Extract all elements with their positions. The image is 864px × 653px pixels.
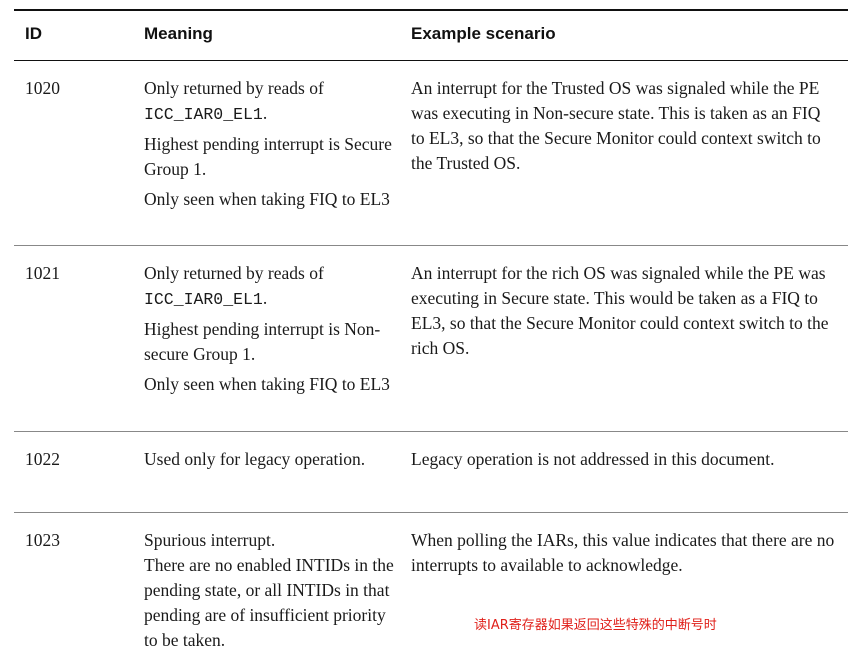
row-id: 1020 [25, 78, 60, 98]
table-header: ID Meaning Example scenario [14, 11, 848, 59]
header-meaning: Meaning [144, 24, 213, 43]
row-divider [14, 512, 848, 513]
row-id: 1023 [25, 530, 60, 550]
header-example: Example scenario [411, 24, 556, 43]
meaning-line: Only seen when taking FIQ to EL3 [144, 189, 390, 209]
row-example: An interrupt for the rich OS was signale… [411, 263, 829, 358]
meaning-line: There are no enabled INTIDs in the pendi… [144, 555, 394, 650]
header-rule [14, 60, 848, 61]
row-meaning: Only returned by reads of ICC_IAR0_EL1. H… [144, 261, 394, 402]
row-id: 1022 [25, 449, 60, 469]
meaning-line: Spurious interrupt. [144, 530, 276, 550]
row-meaning: Spurious interrupt. There are no enabled… [144, 528, 394, 653]
row-example: An interrupt for the Trusted OS was sign… [411, 78, 821, 173]
table-top-rule [14, 9, 848, 11]
register-name: ICC_IAR0_EL1 [144, 105, 263, 124]
row-example: Legacy operation is not addressed in thi… [411, 449, 775, 469]
meaning-line: Only returned by reads of ICC_IAR0_EL1. [144, 263, 324, 309]
row-divider [14, 245, 848, 246]
row-id: 1021 [25, 263, 60, 283]
row-meaning: Only returned by reads of ICC_IAR0_EL1. H… [144, 76, 394, 217]
meaning-line: Only seen when taking FIQ to EL3 [144, 374, 390, 394]
meaning-line: Highest pending interrupt is Secure Grou… [144, 134, 392, 179]
header-id: ID [25, 24, 42, 43]
meaning-line: Highest pending interrupt is Non-secure … [144, 319, 381, 364]
annotation-note: 读IAR寄存器如果返回这些特殊的中断号时 [474, 618, 717, 633]
meaning-line: Only returned by reads of ICC_IAR0_EL1. [144, 78, 324, 124]
row-example: When polling the IARs, this value indica… [411, 530, 835, 575]
row-divider [14, 431, 848, 432]
row-meaning: Used only for legacy operation. [144, 449, 366, 469]
register-name: ICC_IAR0_EL1 [144, 290, 263, 309]
